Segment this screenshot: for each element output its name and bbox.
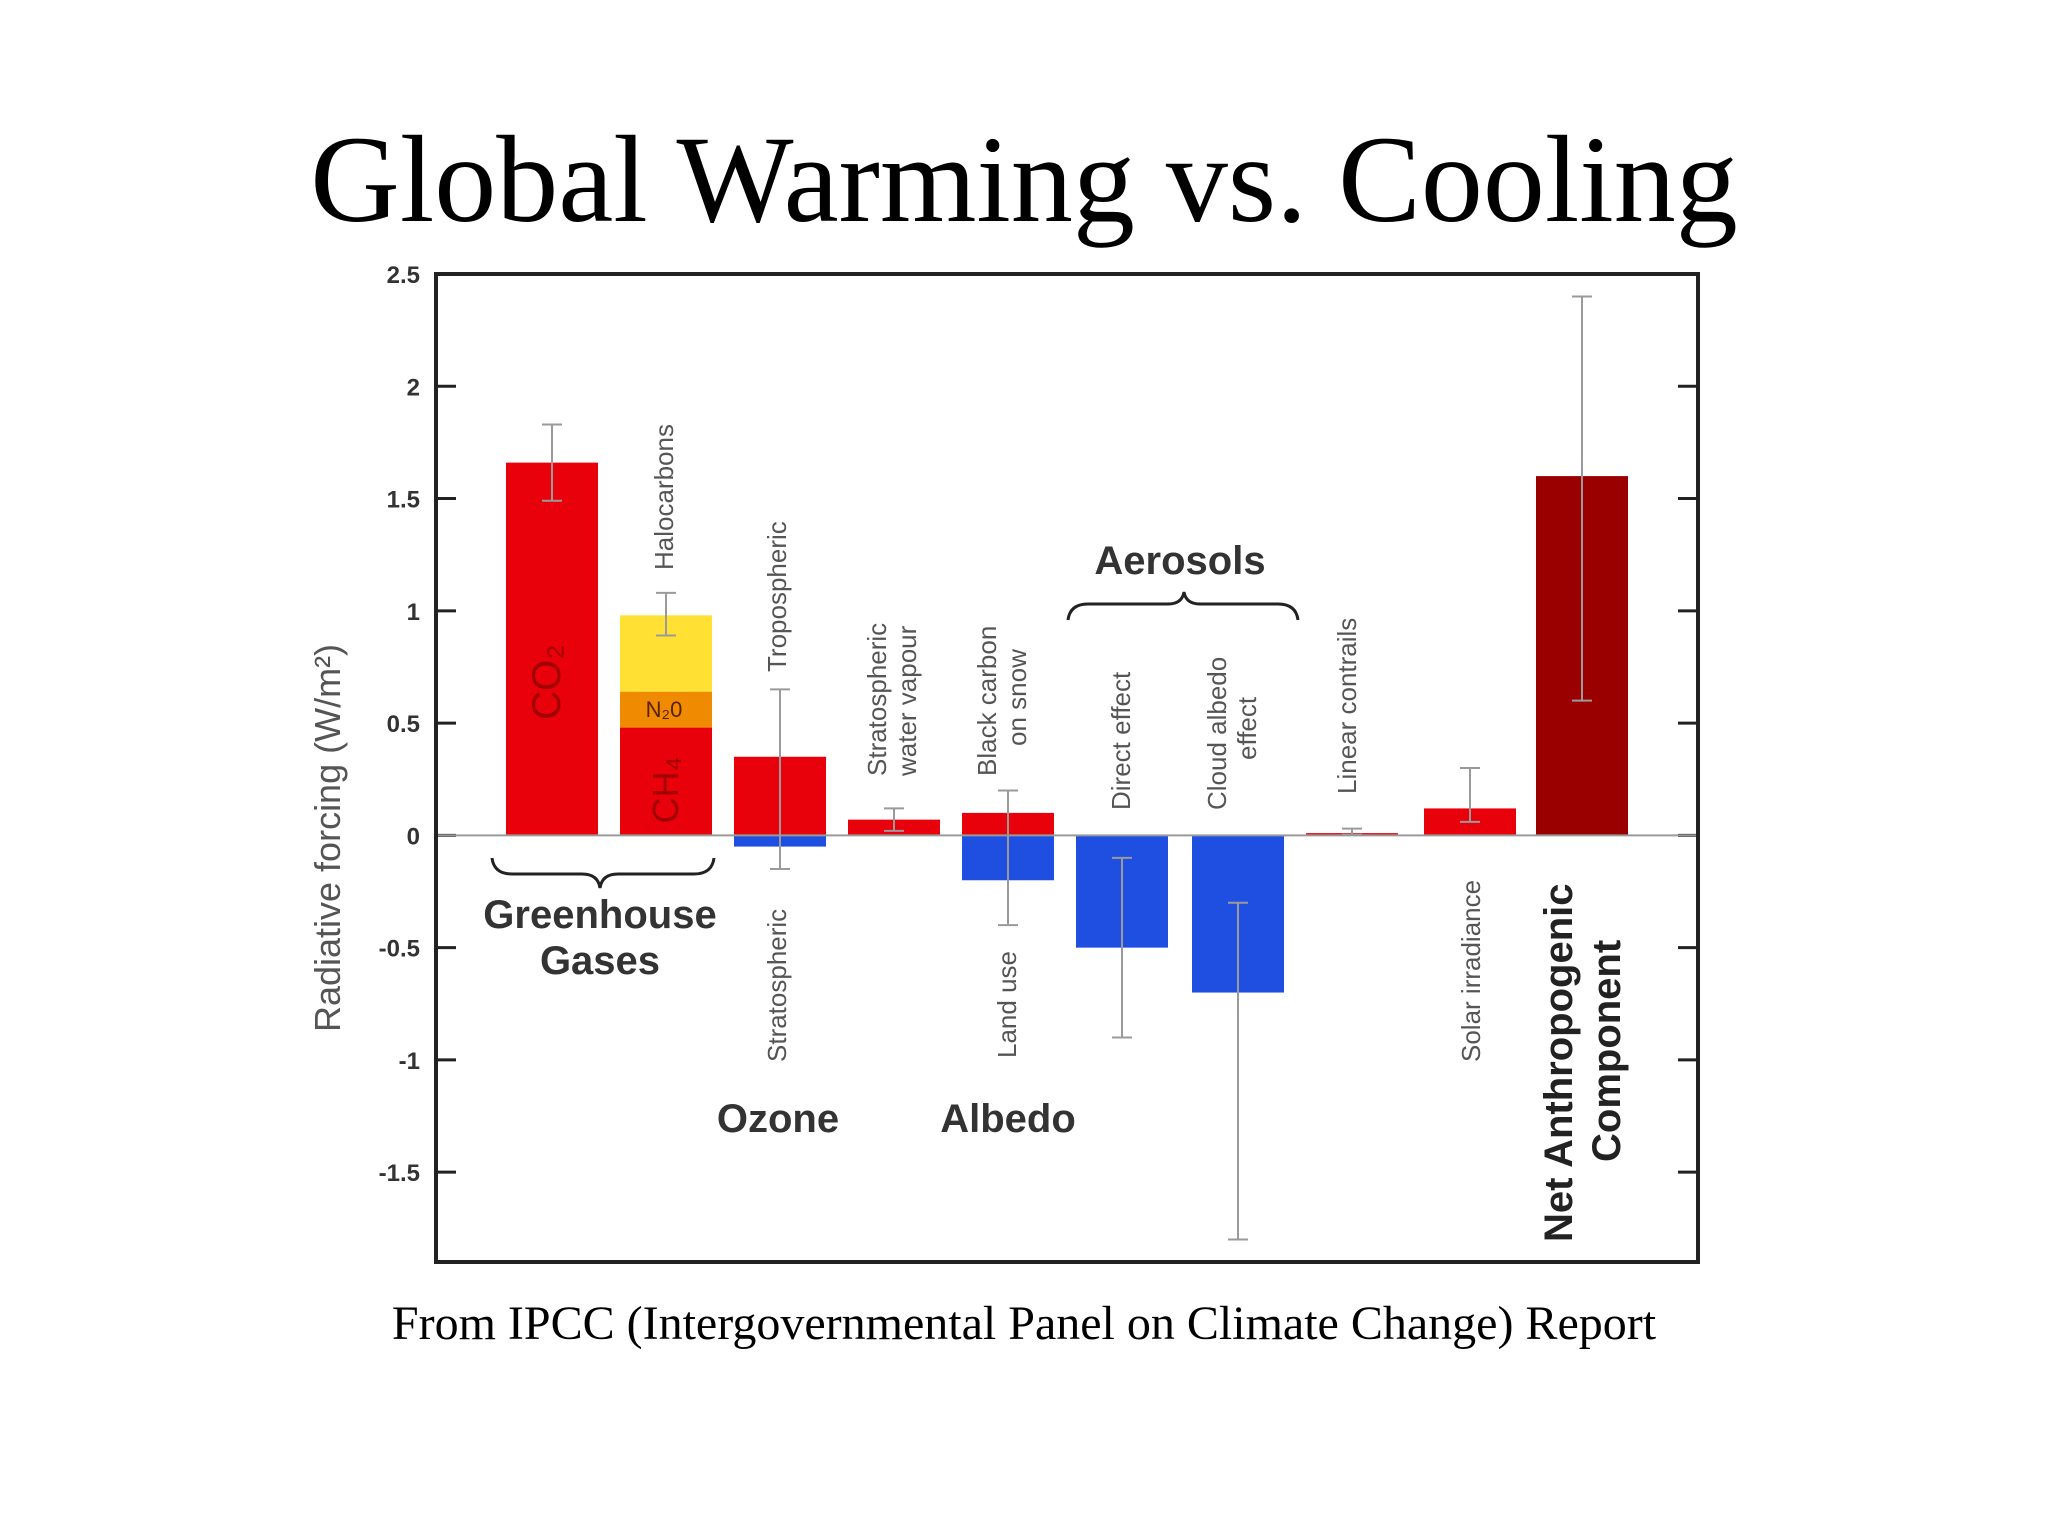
group-greenhouse-1: Greenhouse [483, 893, 716, 937]
ch4-bar-text: CH₄ [645, 757, 686, 824]
label-strat-water-vapour-2: water vapour [892, 625, 922, 777]
bars [506, 462, 1628, 993]
group-greenhouse-2: Gases [540, 939, 660, 983]
label-black-carbon-2: on snow [1002, 649, 1032, 746]
label-tropospheric: Tropospheric [762, 521, 792, 672]
label-cloud-albedo-1: Cloud albedo [1202, 657, 1232, 810]
group-ozone: Ozone [717, 1097, 839, 1141]
group-aerosols: Aerosols [1094, 539, 1265, 583]
bar-segment [620, 727, 712, 836]
label-strat-water-vapour-1: Stratospheric [862, 623, 892, 776]
label-stratospheric: Stratospheric [762, 909, 792, 1062]
y-tick-label: 2 [407, 374, 420, 401]
y-tick-label: -0.5 [379, 936, 420, 963]
y-tick-label: -1 [399, 1048, 420, 1075]
n2o-bar-text: N₂0 [646, 697, 683, 722]
label-cloud-albedo-2: effect [1232, 696, 1262, 760]
y-tick-label: 0 [407, 823, 420, 850]
label-net-anthropogenic-2: Component [1585, 940, 1629, 1162]
group-albedo: Albedo [940, 1097, 1076, 1141]
error-bars [542, 295, 1592, 1241]
plot-frame [434, 272, 1700, 1264]
y-tick-label: 2.5 [387, 262, 420, 289]
y-tick-label: -1.5 [379, 1160, 420, 1187]
label-direct-effect: Direct effect [1106, 671, 1136, 810]
co2-bar-text: CO₂ [525, 644, 569, 720]
bar-segment [506, 462, 598, 836]
aerosols-brace [1066, 591, 1300, 621]
bar-segment [620, 691, 712, 728]
y-axis-label: Radiative forcing (W/m²) [307, 644, 348, 1032]
label-solar-irradiance: Solar irradiance [1456, 880, 1486, 1062]
label-land-use: Land use [992, 951, 1022, 1058]
label-net-anthropogenic-1: Net Anthropogenic [1537, 884, 1581, 1243]
label-black-carbon-1: Black carbon [972, 626, 1002, 776]
y-tick-label: 1 [407, 599, 420, 626]
slide-title: Global Warming vs. Cooling [310, 111, 1738, 248]
y-tick-label: 0.5 [387, 711, 420, 738]
source-caption: From IPCC (Intergovernmental Panel on Cl… [391, 1297, 1657, 1350]
y-axis-ticks: 2.5 2 1.5 1 0.5 0 -0.5 -1 -1.5 [379, 262, 1698, 1187]
label-halocarbons: Halocarbons [649, 424, 679, 570]
label-linear-contrails: Linear contrails [1332, 618, 1362, 794]
y-tick-label: 1.5 [387, 487, 420, 514]
greenhouse-brace [490, 857, 716, 889]
